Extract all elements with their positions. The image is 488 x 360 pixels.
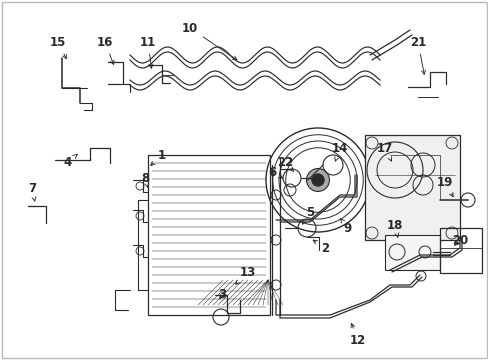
Text: 3: 3	[218, 288, 225, 302]
Text: 7: 7	[28, 181, 36, 201]
Text: 16: 16	[97, 36, 114, 64]
Text: 8: 8	[141, 171, 149, 188]
Text: 22: 22	[276, 156, 293, 171]
Text: 12: 12	[349, 324, 366, 346]
Text: 15: 15	[50, 36, 66, 59]
Text: 6: 6	[267, 166, 282, 179]
Text: 11: 11	[140, 36, 156, 68]
Text: 5: 5	[302, 206, 313, 224]
Text: 2: 2	[312, 240, 328, 255]
Bar	[148, 155, 269, 315]
Text: 9: 9	[340, 219, 351, 234]
Text: 1: 1	[150, 149, 166, 166]
Text: 13: 13	[235, 266, 256, 284]
Text: 4: 4	[64, 154, 77, 168]
Text: 17: 17	[376, 141, 392, 161]
Text: 19: 19	[436, 176, 452, 197]
Text: 21: 21	[409, 36, 425, 74]
Bar	[384, 235, 439, 270]
Circle shape	[311, 174, 324, 186]
Text: 18: 18	[386, 219, 403, 237]
Circle shape	[306, 168, 329, 192]
Bar	[439, 228, 481, 273]
Bar	[364, 135, 459, 240]
Text: 14: 14	[331, 141, 347, 161]
Text: 10: 10	[182, 22, 236, 60]
Text: 20: 20	[451, 234, 467, 247]
